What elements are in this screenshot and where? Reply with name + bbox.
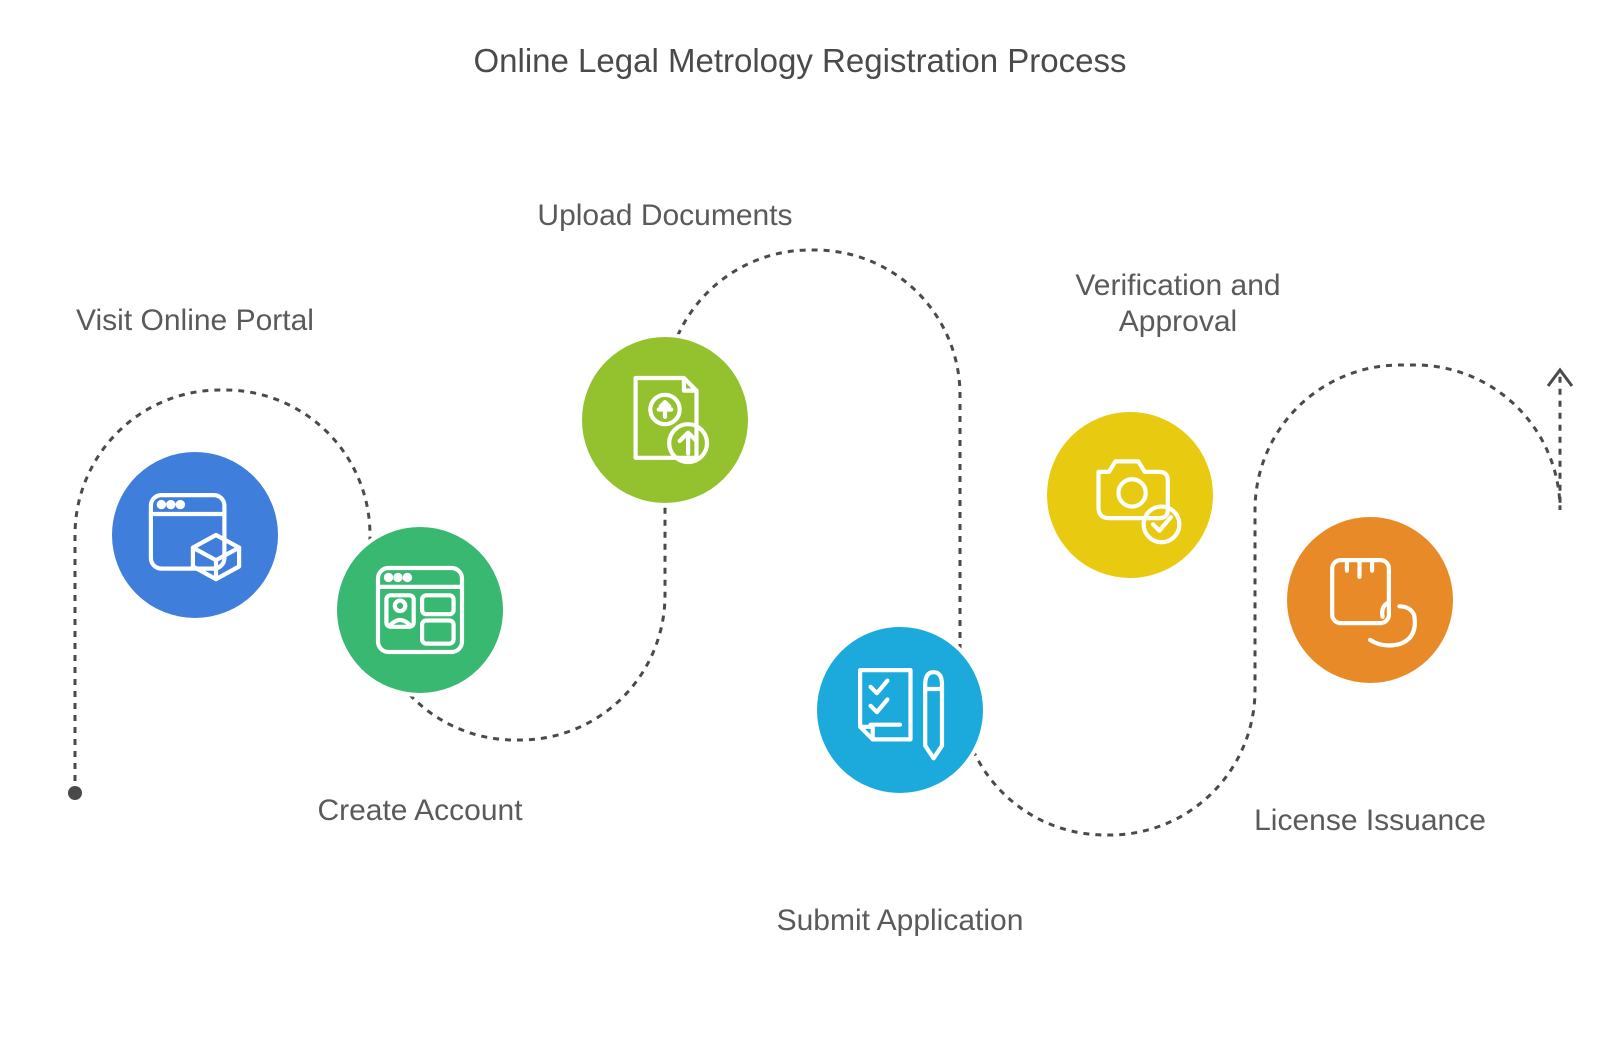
- step-circle: [1285, 515, 1455, 685]
- step-verify-approve: Verification andApproval: [1045, 269, 1281, 580]
- diagram-title: Online Legal Metrology Registration Proc…: [474, 42, 1127, 79]
- step-license: License Issuance: [1254, 515, 1486, 837]
- step-label: Visit Online Portal: [76, 304, 314, 337]
- step-label: Verification andApproval: [1075, 269, 1280, 338]
- step-label: License Issuance: [1254, 804, 1486, 837]
- process-diagram: Online Legal Metrology Registration Proc…: [0, 0, 1600, 1042]
- step-label: Submit Application: [777, 904, 1024, 937]
- step-circle: [580, 335, 750, 505]
- step-circle: [1045, 410, 1215, 580]
- step-label: Create Account: [317, 794, 523, 827]
- step-label: Upload Documents: [537, 199, 792, 232]
- step-visit-portal: Visit Online Portal: [76, 304, 314, 620]
- step-circle: [815, 625, 985, 795]
- start-dot: [68, 786, 82, 800]
- step-upload-docs: Upload Documents: [537, 199, 792, 505]
- step-circle: [110, 450, 280, 620]
- step-create-account: Create Account: [317, 525, 523, 827]
- step-submit-app: Submit Application: [777, 625, 1024, 937]
